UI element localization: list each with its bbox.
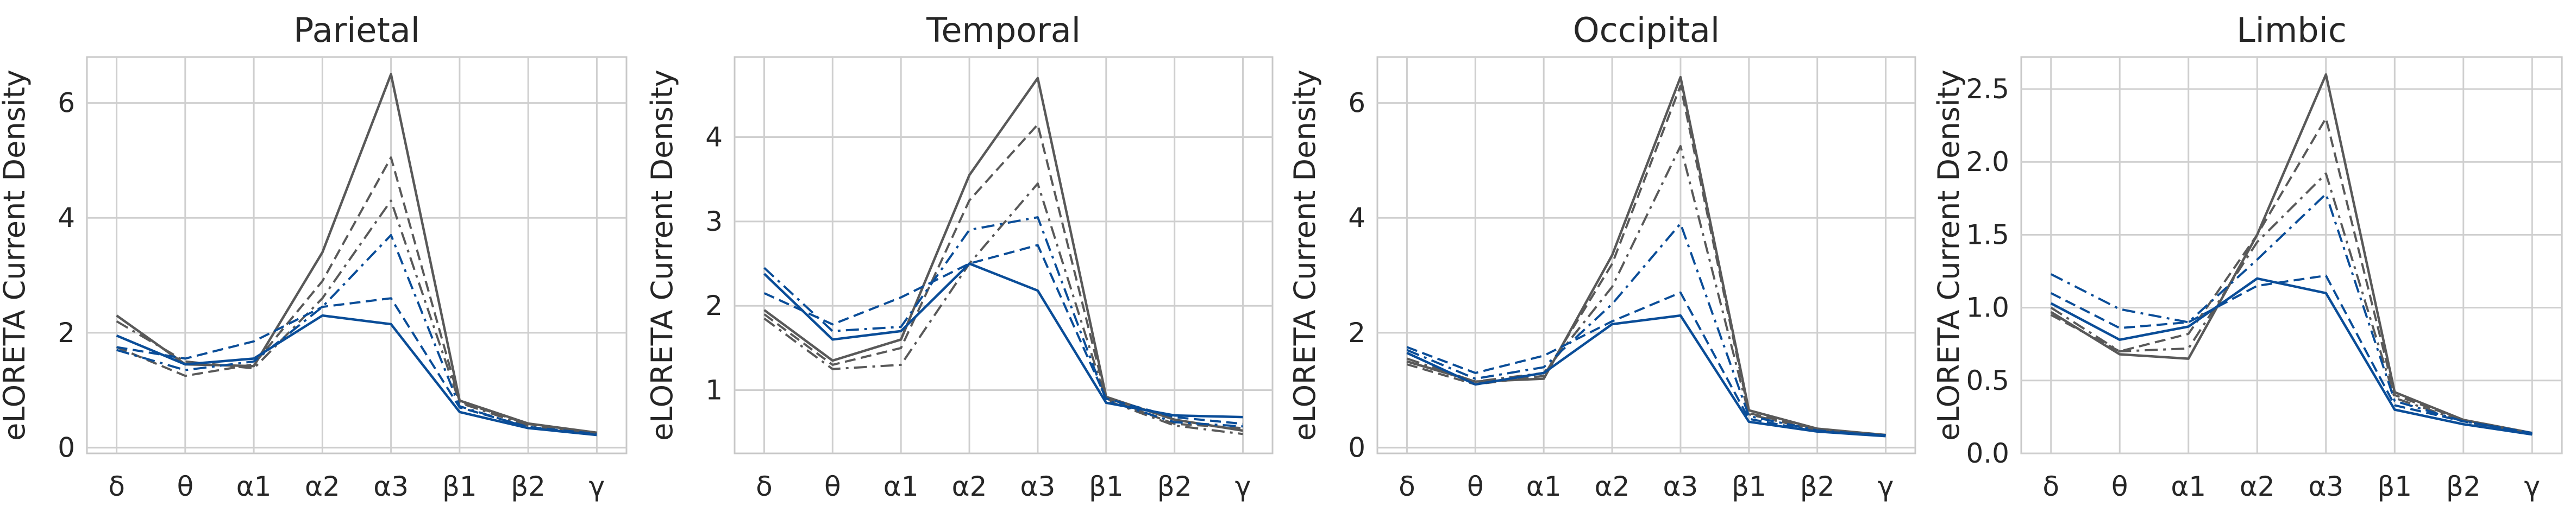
- y-tick-label: 0: [58, 432, 75, 463]
- chart-panel-temporal: Temporal eLORETA Current Density 1 2 3 4 δ θ α1 α…: [645, 10, 1274, 502]
- x-tick-label: β1: [442, 471, 477, 502]
- x-tick-label: δ: [756, 471, 773, 502]
- series-line-gray-dashdot: [1406, 145, 1886, 437]
- plot-area: [734, 56, 1274, 454]
- series-line-gray-dashed: [2050, 117, 2533, 434]
- x-tick-label: α3: [1663, 471, 1698, 502]
- series-line-gray-dashdot: [763, 182, 1243, 435]
- x-tick-label: α2: [305, 471, 340, 502]
- y-tick-label: 0.5: [1966, 365, 2009, 396]
- x-tick-label: δ: [108, 471, 125, 502]
- y-tick-label: 2: [1348, 317, 1365, 349]
- series-line-gray-solid: [763, 77, 1243, 432]
- y-tick-label: 2: [58, 317, 75, 349]
- x-tick-label: β1: [2377, 471, 2412, 502]
- y-tick-label: 6: [58, 87, 75, 119]
- chart-title: Occipital: [1573, 10, 1720, 50]
- series-line-blue-solid: [2050, 277, 2533, 436]
- y-tick-label: 1: [705, 375, 723, 406]
- y-axis-label: eLORETA Current Density: [645, 70, 679, 441]
- series-line-blue-dashed: [2050, 274, 2533, 434]
- series-line-blue-dashdot: [1406, 222, 1886, 437]
- series-line-blue-dashdot: [763, 216, 1243, 428]
- series-line-blue-solid: [116, 314, 597, 437]
- x-tick-label: δ: [1399, 471, 1415, 502]
- x-tick-label: α3: [2308, 471, 2343, 502]
- x-tick-label: θ: [1467, 471, 1484, 502]
- plot-area: [1376, 56, 1916, 454]
- y-tick-label: 4: [1348, 202, 1365, 233]
- x-tick-label: α2: [952, 471, 987, 502]
- y-tick-label: 2.0: [1966, 146, 2009, 178]
- y-tick-label: 0.0: [1966, 438, 2009, 469]
- y-axis-label: eLORETA Current Density: [1932, 70, 1966, 441]
- y-axis-label: eLORETA Current Density: [1288, 70, 1322, 441]
- chart-title: Parietal: [293, 10, 420, 50]
- series-line-blue-solid: [1406, 314, 1886, 438]
- x-tick-label: γ: [1235, 471, 1251, 502]
- x-tick-label: γ: [1878, 471, 1894, 502]
- y-tick-label: 2.5: [1966, 73, 2009, 105]
- y-axis-label: eLORETA Current Density: [0, 70, 32, 441]
- x-tick-label: β1: [1732, 471, 1766, 502]
- x-tick-label: α1: [1526, 471, 1562, 502]
- chart-panel-occipital: Occipital eLORETA Current Density 0 2 4 6 δ θ α1…: [1288, 10, 1916, 502]
- y-tick-label: 4: [705, 122, 723, 153]
- x-tick-label: α1: [2171, 471, 2206, 502]
- x-tick-label: α3: [1020, 471, 1056, 502]
- x-tick-label: β2: [1800, 471, 1835, 502]
- plot-area: [86, 56, 628, 454]
- x-tick-label: β1: [1089, 471, 1124, 502]
- y-tick-label: 3: [705, 206, 723, 237]
- plot-area: [2020, 56, 2563, 454]
- chart-title: Temporal: [926, 10, 1081, 50]
- chart-panel-parietal: Parietal eLORETA Current Density 0 2 4 6 δ θ α1 α…: [0, 10, 628, 502]
- x-tick-label: α1: [883, 471, 919, 502]
- x-tick-label: γ: [589, 471, 605, 502]
- y-tick-label: 4: [58, 202, 75, 233]
- x-tick-label: α3: [373, 471, 409, 502]
- x-tick-label: θ: [824, 471, 841, 502]
- y-tick-label: 6: [1348, 87, 1365, 119]
- x-tick-label: α2: [1595, 471, 1630, 502]
- x-tick-label: α2: [2240, 471, 2275, 502]
- x-tick-label: δ: [2042, 471, 2059, 502]
- series-line-gray-dashed: [763, 123, 1243, 429]
- x-tick-label: β2: [511, 471, 546, 502]
- x-tick-label: θ: [177, 471, 194, 502]
- chart-title: Limbic: [2236, 10, 2347, 50]
- y-tick-label: 1.0: [1966, 292, 2009, 324]
- y-tick-label: 2: [705, 290, 723, 321]
- series-line-gray-dashed: [116, 156, 597, 434]
- y-tick-label: 0: [1348, 432, 1365, 463]
- series-line-blue-dashed: [116, 297, 597, 435]
- x-tick-label: β2: [1157, 471, 1192, 502]
- x-tick-label: α1: [236, 471, 272, 502]
- y-tick-label: 1.5: [1966, 219, 2009, 250]
- x-tick-label: β2: [2446, 471, 2481, 502]
- series-line-blue-solid: [763, 262, 1243, 419]
- x-tick-label: θ: [2111, 471, 2128, 502]
- x-tick-label: γ: [2524, 471, 2540, 502]
